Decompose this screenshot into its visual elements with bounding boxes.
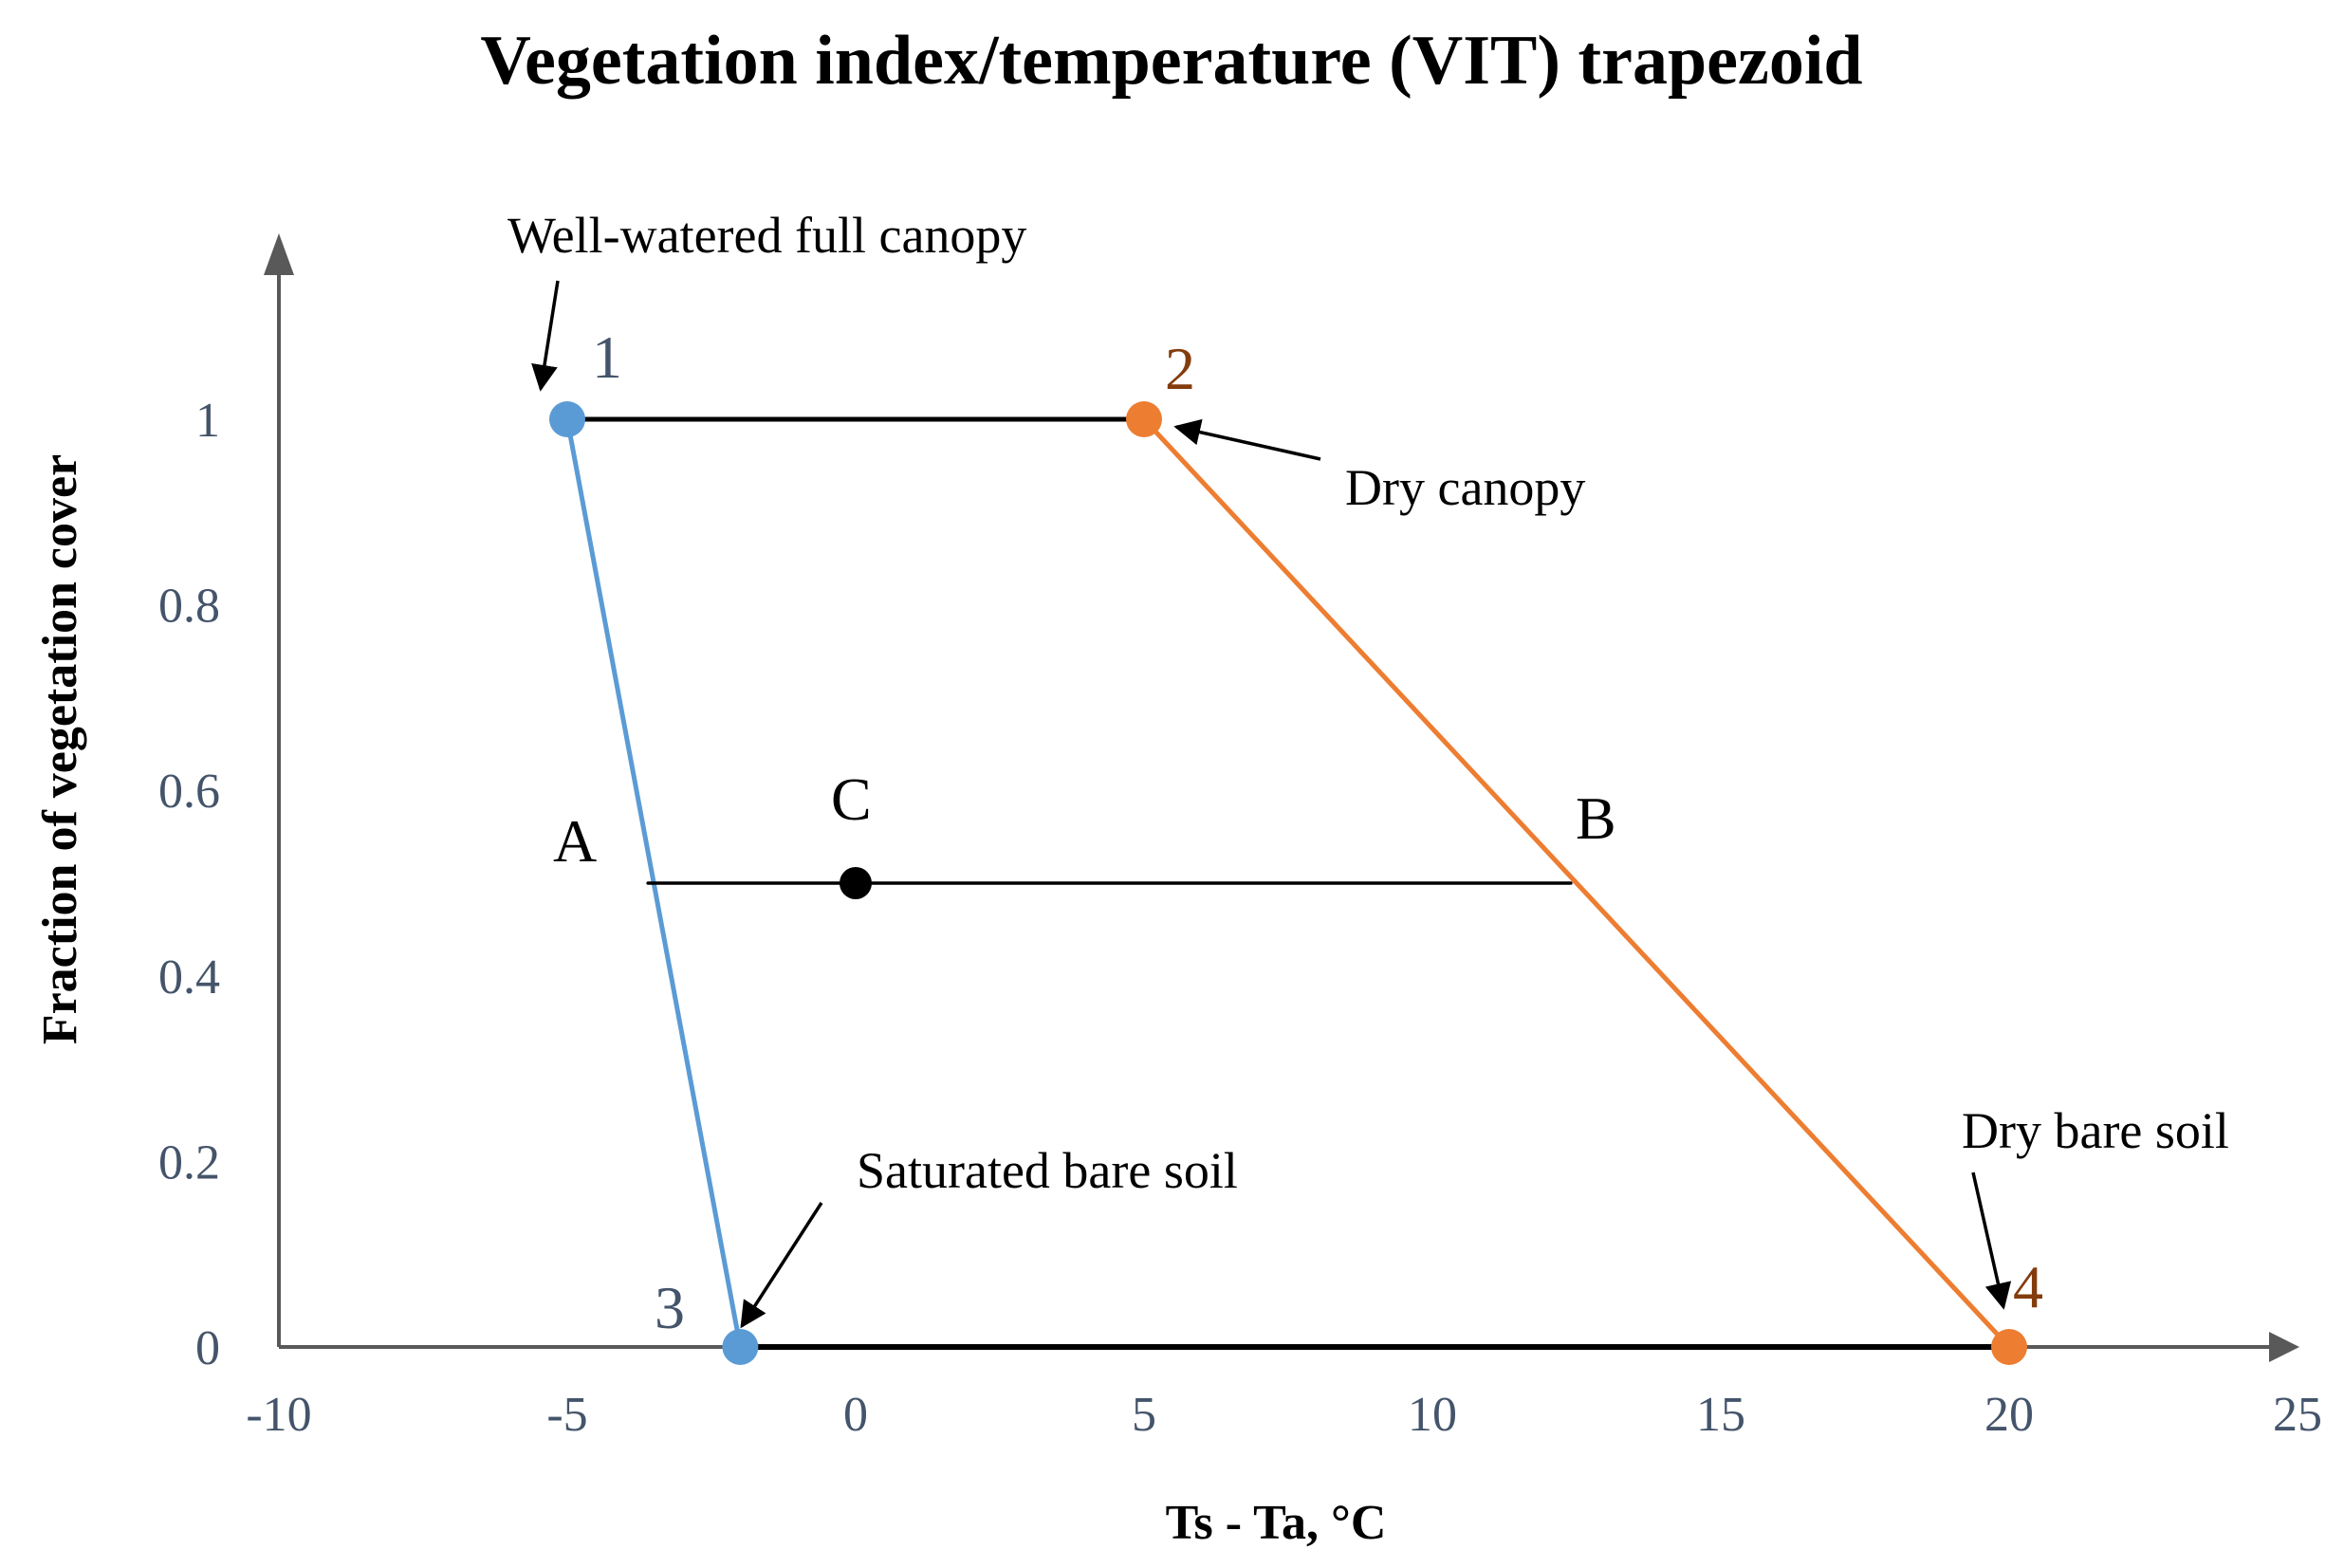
point-marker-1 (549, 401, 585, 437)
annotations: Well-watered full canopy Dry canopy Satu… (508, 207, 2229, 1329)
x-tick-label: 5 (1132, 1388, 1156, 1442)
point-marker-3 (722, 1329, 759, 1365)
x-tick-label: 10 (1408, 1388, 1457, 1442)
y-tick-label: 0.6 (158, 765, 220, 819)
x-tick-label: 15 (1696, 1388, 1745, 1442)
annotation-arrow-4 (1971, 1171, 2012, 1310)
annotation-point-4: Dry bare soil (1962, 1102, 2229, 1159)
annotation-point-3: Saturated bare soil (857, 1142, 1238, 1199)
y-axis-arrowhead (264, 233, 294, 275)
label-point-4: 4 (2013, 1253, 2043, 1320)
y-tick-label: 0 (195, 1321, 220, 1375)
annotation-arrow-2 (1173, 418, 1321, 461)
x-axis-arrowhead (2269, 1332, 2299, 1362)
point-labels: 1 2 3 4 C A B (553, 323, 2043, 1341)
label-point-3: 3 (655, 1274, 685, 1341)
point-marker-4 (1991, 1329, 2027, 1365)
annotation-point-2: Dry canopy (1345, 459, 1585, 516)
y-tick-label: 1 (195, 394, 220, 448)
data-markers (549, 401, 2027, 1365)
point-marker-2 (1126, 401, 1162, 437)
label-point-c: C (831, 766, 872, 833)
y-tick-label: 0.4 (158, 950, 220, 1005)
x-axis-title: Ts - Ta, °C (1166, 1496, 1387, 1550)
y-axis-title: Fraction of vegetation cover (33, 454, 87, 1044)
x-tick-label: 25 (2273, 1388, 2322, 1442)
annotation-point-1: Well-watered full canopy (508, 207, 1026, 264)
point-marker-c (840, 867, 872, 899)
y-tick-label: 0.8 (158, 580, 220, 634)
series-dry-edge (1141, 416, 2012, 1350)
label-point-1: 1 (592, 323, 622, 391)
x-tick-label: -5 (546, 1388, 587, 1442)
label-b: B (1576, 784, 1616, 852)
label-point-2: 2 (1165, 335, 1195, 402)
annotation-arrow-1 (531, 280, 560, 392)
axes: -10 -5 0 5 10 15 20 25 0 0.2 0.4 0.6 0.8 1 (158, 233, 2322, 1442)
trapezoid-edges (564, 416, 2012, 1350)
x-tick-label: -10 (246, 1388, 311, 1442)
x-tick-label: 0 (843, 1388, 868, 1442)
y-tick-label: 0.2 (158, 1135, 220, 1190)
label-a: A (553, 807, 597, 875)
x-tick-label: 20 (1984, 1388, 2034, 1442)
annotation-arrow-3 (740, 1202, 823, 1329)
chart-title: Vegetation index/temperature (VIT) trape… (480, 22, 1862, 100)
